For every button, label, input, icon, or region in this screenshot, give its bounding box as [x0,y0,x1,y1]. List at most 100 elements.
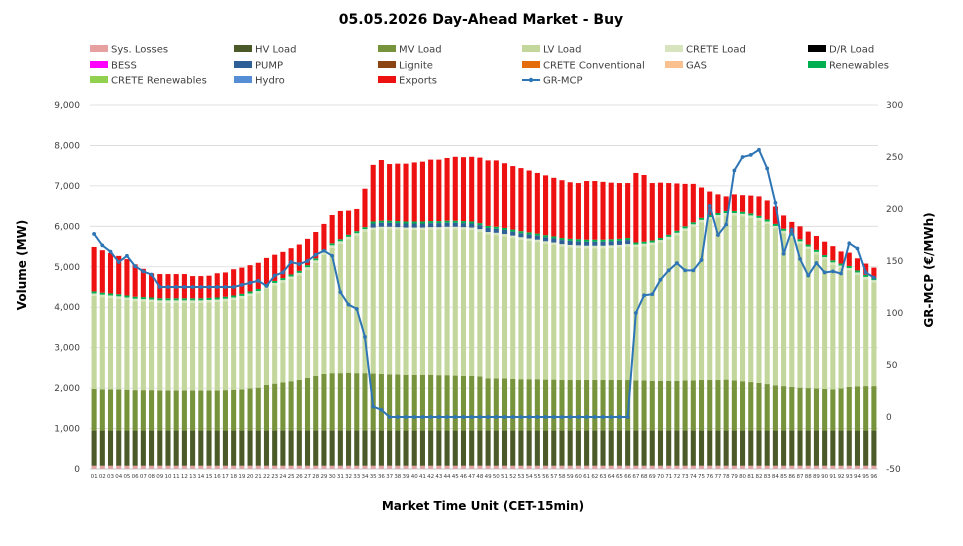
bar-lv-load [838,267,844,389]
bar-renewables [165,298,171,301]
bar-renewables [346,234,352,237]
line-point [560,415,564,419]
line-point [609,415,614,419]
bar-renewables [764,219,770,222]
x-tick-label: 08 [148,474,155,480]
bar-exports [222,272,228,297]
bar-lv-load [214,301,220,391]
bar-exports [633,172,639,243]
bar-lv-load [321,254,327,374]
bar-renewables [231,295,237,298]
bar-mv-load [313,375,319,431]
bar-exports [715,194,721,213]
bar-pump [575,241,581,246]
bar-sys-losses [263,465,270,469]
bar-lv-load [789,238,795,387]
bar-lv-load [485,234,491,379]
x-tick-label: 54 [526,474,533,480]
x-tick-label: 32 [345,474,352,480]
x-tick-label: 90 [821,474,828,480]
bar-exports [346,210,352,235]
bar-hv-load [641,430,647,466]
bar-sys-losses [157,465,163,469]
y2-tick-label: 300 [886,101,903,111]
bar-mv-load [723,379,729,431]
line-point [313,252,318,257]
bar-renewables [781,228,787,231]
x-tick-label: 87 [797,474,804,480]
line-point [395,415,400,419]
bar-sys-losses [485,465,491,469]
line-point [674,261,679,265]
bar-lv-load [674,235,680,381]
bar-mv-load [387,374,393,431]
bar-renewables [715,212,721,216]
bar-sys-losses [698,465,705,469]
bar-lv-load [428,229,434,375]
line-point [830,269,835,274]
bar-crete-load [657,240,664,243]
bar-exports [543,175,549,236]
bar-pump [411,223,417,228]
bar-mv-load [575,380,581,431]
bar-mv-load [485,378,491,431]
bar-renewables [477,223,483,226]
bar-renewables [452,220,458,223]
legend-swatch [378,76,396,83]
bar-crete-load [370,227,376,230]
line-point [215,285,220,289]
bar-pump [370,223,376,228]
line-point [839,271,843,276]
bar-hv-load [469,430,475,466]
bar-pump [559,240,565,245]
line-point [108,249,113,254]
bar-crete-load [616,244,622,248]
bar-lv-load [411,229,417,375]
bar-sys-losses [584,465,590,469]
bar-mv-load [469,375,475,431]
bar-exports [247,265,253,292]
bar-exports [871,267,877,279]
bar-sys-losses [190,465,196,469]
bar-lv-load [822,259,828,389]
line-point [100,243,105,248]
bar-crete-load [255,291,261,294]
bar-hv-load [534,430,540,466]
bar-pump [518,233,524,238]
bar-pump [403,223,409,228]
bar-exports [99,250,105,293]
bar-hv-load [690,430,696,466]
bar-sys-losses [354,465,360,469]
line-point [346,302,351,307]
line-point [683,268,688,273]
bar-mv-load [731,380,737,431]
bar-mv-load [493,378,499,431]
bar-crete-load [140,299,146,302]
bar-lv-load [764,223,770,385]
line-point [379,407,384,412]
bar-crete-load [805,246,811,249]
line-point [806,273,811,278]
line-point [305,259,310,263]
x-tick-label: 57 [550,474,557,480]
bar-exports [354,208,360,232]
legend-item-lignite: Lignite [378,61,433,72]
bar-mv-load [247,388,253,431]
bar-renewables [501,227,508,230]
line-point [445,415,449,419]
bar-sys-losses [165,465,171,469]
line-point [814,261,819,265]
y-tick-label: 8,000 [54,141,80,151]
bar-mv-load [871,386,877,431]
bar-sys-losses [501,465,508,469]
bar-renewables [99,292,105,295]
bar-crete-load [559,244,565,247]
line-point [92,232,97,236]
bar-hv-load [551,430,557,466]
bar-crete-load [469,227,475,230]
bar-crete-load [280,280,286,283]
bar-hv-load [863,430,869,466]
bar-exports [649,183,655,241]
bar-crete-load [715,215,721,218]
bar-hv-load [559,430,565,466]
